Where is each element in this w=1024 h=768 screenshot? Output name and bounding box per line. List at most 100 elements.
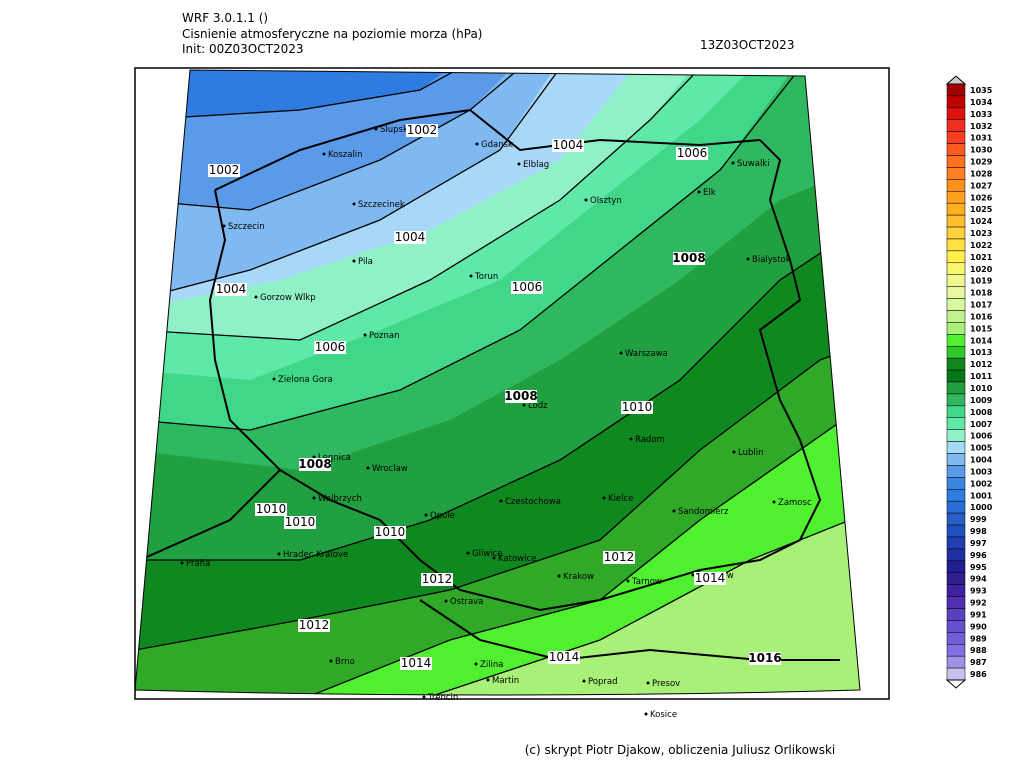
colorbar-box [946, 167, 966, 180]
colorbar-box [946, 512, 966, 526]
contour-label-bg [394, 231, 426, 244]
contour-label: 1004 [395, 230, 426, 244]
city-marker [629, 437, 633, 441]
city-label: Katowice [498, 554, 536, 564]
contour-label-bg [621, 401, 653, 414]
colorbar-box [946, 429, 966, 442]
colorbar-label: 996 [970, 551, 987, 560]
colorbar-box [946, 202, 966, 216]
city-marker [691, 573, 695, 577]
colorbar-label: 995 [970, 563, 987, 572]
colorbar-box [946, 345, 966, 359]
city-label: Ostrava [450, 597, 483, 607]
colorbar-box [946, 572, 966, 585]
contour-label-bg [505, 390, 537, 403]
colorbar-box [946, 393, 966, 407]
colorbar-label: 1008 [970, 408, 993, 417]
colorbar-box [946, 286, 966, 299]
city-marker [731, 161, 735, 165]
city-marker [322, 152, 326, 156]
city-marker [469, 274, 473, 278]
colorbar-box [946, 596, 966, 609]
colorbar-box [946, 453, 966, 466]
city-marker [272, 377, 276, 381]
city-marker [492, 556, 496, 560]
city-label: Legnica [318, 453, 351, 463]
colorbar-label: 1012 [970, 360, 992, 369]
valid-time: 13Z03OCT2023 [700, 38, 794, 52]
city-marker [222, 224, 226, 228]
contour-label-bg [406, 124, 438, 137]
colorbar-label: 1004 [970, 456, 993, 465]
city-label: Trencin [427, 693, 458, 703]
colorbar-label: 1028 [970, 169, 993, 178]
city-marker [486, 678, 490, 682]
city-marker [180, 561, 184, 565]
colorbar-box [946, 226, 966, 240]
colorbar-box [946, 238, 966, 252]
city-marker [732, 450, 736, 454]
city-label: Hradec Kralove [283, 550, 348, 560]
colorbar-box [946, 334, 966, 347]
colorbar-box [946, 584, 966, 597]
city-marker [277, 552, 281, 556]
colorbar-label: 1000 [970, 503, 993, 512]
city-label: Warszawa [625, 349, 668, 359]
city-label: Tarnow [631, 577, 662, 587]
colorbar-label: 1011 [970, 372, 993, 381]
contour-label-bg [421, 573, 453, 586]
colorbar-label: 1015 [970, 324, 993, 333]
contour-label-bg [208, 164, 240, 177]
contour-label: 1010 [256, 502, 287, 516]
colorbar-box [946, 357, 966, 371]
contour-label: 1004 [216, 282, 247, 296]
contour-label: 1008 [672, 251, 705, 265]
colorbar-box [946, 620, 966, 633]
contour-label: 1006 [512, 280, 543, 294]
colorbar-box [946, 250, 966, 264]
colorbar-box [946, 560, 966, 573]
city-label: Elblag [523, 160, 549, 170]
colorbar-label: 997 [970, 539, 987, 548]
colorbar-box [946, 608, 966, 621]
colorbar-label: 1034 [970, 98, 993, 107]
city-marker [772, 500, 776, 504]
colorbar-bottom-arrow [945, 679, 967, 689]
city-label: Presov [652, 679, 680, 689]
colorbar-box [946, 322, 966, 335]
city-label: Czestochowa [505, 497, 561, 507]
colorbar-box [946, 191, 966, 204]
city-label: Slupsk [380, 125, 408, 135]
city-marker [582, 679, 586, 683]
city-marker [474, 662, 478, 666]
footer-credit: (c) skrypt Piotr Djakow, obliczenia Juli… [525, 743, 836, 757]
contour-label-bg [749, 652, 781, 665]
colorbar-label: 1013 [970, 348, 992, 357]
colorbar-label: 989 [970, 634, 987, 643]
city-label: Walbrzych [318, 494, 362, 504]
contour-label: 1008 [298, 457, 331, 471]
colorbar-box [946, 500, 966, 514]
city-label: Opole [430, 511, 455, 521]
city-marker [646, 681, 650, 685]
city-label: Brno [335, 657, 355, 667]
colorbar-box [946, 107, 966, 121]
colorbar-label: 1006 [970, 432, 993, 441]
city-label: Zamosc [778, 498, 812, 508]
contour-label: 1002 [209, 163, 240, 177]
contour-labels: 1002 1004 1006 1002 1004 1008 1004 1006 1006 1008… [208, 123, 782, 670]
colorbar-box [946, 262, 966, 275]
colorbar-box [946, 179, 966, 192]
city-label: Torun [474, 272, 498, 282]
city-label: Elk [703, 188, 716, 198]
colorbar-box [946, 655, 966, 669]
colorbar-box [946, 548, 966, 562]
colorbar-label: 1007 [970, 420, 992, 429]
city-marker [626, 579, 630, 583]
contour-label-bg [255, 503, 287, 516]
colorbar-label: 993 [970, 587, 987, 596]
colorbar-label: 1033 [970, 110, 992, 119]
colorbar-label: 1010 [970, 384, 993, 393]
city-marker [366, 466, 370, 470]
city-label: Sandomierz [678, 507, 729, 517]
